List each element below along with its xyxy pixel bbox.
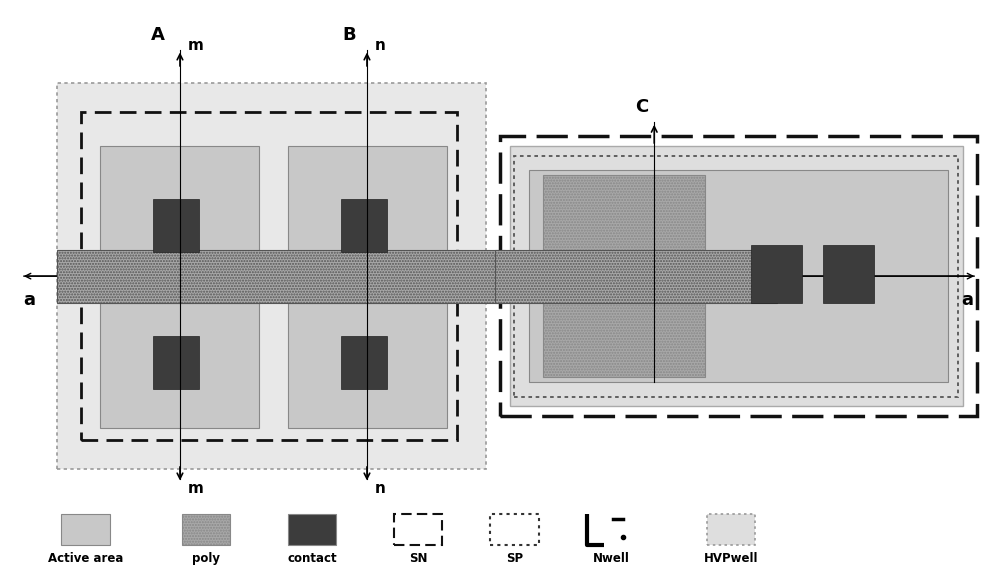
Text: n: n (375, 481, 386, 496)
Bar (288, 514, 336, 545)
Bar (510, 146, 963, 406)
Text: A: A (151, 26, 165, 44)
Bar (495, 250, 777, 303)
Text: a: a (962, 291, 974, 309)
Bar (341, 336, 387, 389)
Bar (100, 303, 259, 428)
Bar (707, 514, 755, 545)
Text: C: C (635, 98, 648, 116)
Text: n: n (375, 37, 386, 53)
Bar (57, 83, 486, 469)
Text: poly: poly (192, 552, 220, 565)
Bar (153, 336, 199, 389)
Text: SN: SN (409, 552, 427, 565)
Bar (61, 514, 110, 545)
Text: a: a (24, 291, 36, 309)
Bar (341, 199, 387, 252)
Text: SP: SP (506, 552, 523, 565)
Bar (500, 136, 977, 416)
Text: m: m (188, 37, 204, 53)
Bar (81, 112, 457, 440)
Text: m: m (188, 481, 204, 496)
Bar (823, 245, 874, 303)
Bar (288, 146, 447, 271)
Text: contact: contact (287, 552, 337, 565)
Bar (514, 156, 958, 397)
Bar (751, 245, 802, 303)
Bar (288, 303, 447, 428)
Text: Active area: Active area (48, 552, 123, 565)
Text: HVPwell: HVPwell (704, 552, 759, 565)
Bar (100, 146, 259, 271)
Bar (394, 514, 442, 545)
Bar (529, 170, 948, 382)
Bar (153, 199, 199, 252)
Text: B: B (343, 26, 356, 44)
Bar (57, 250, 505, 303)
Bar (182, 514, 230, 545)
Bar (543, 175, 705, 378)
Text: Nwell: Nwell (592, 552, 629, 565)
Bar (490, 514, 539, 545)
